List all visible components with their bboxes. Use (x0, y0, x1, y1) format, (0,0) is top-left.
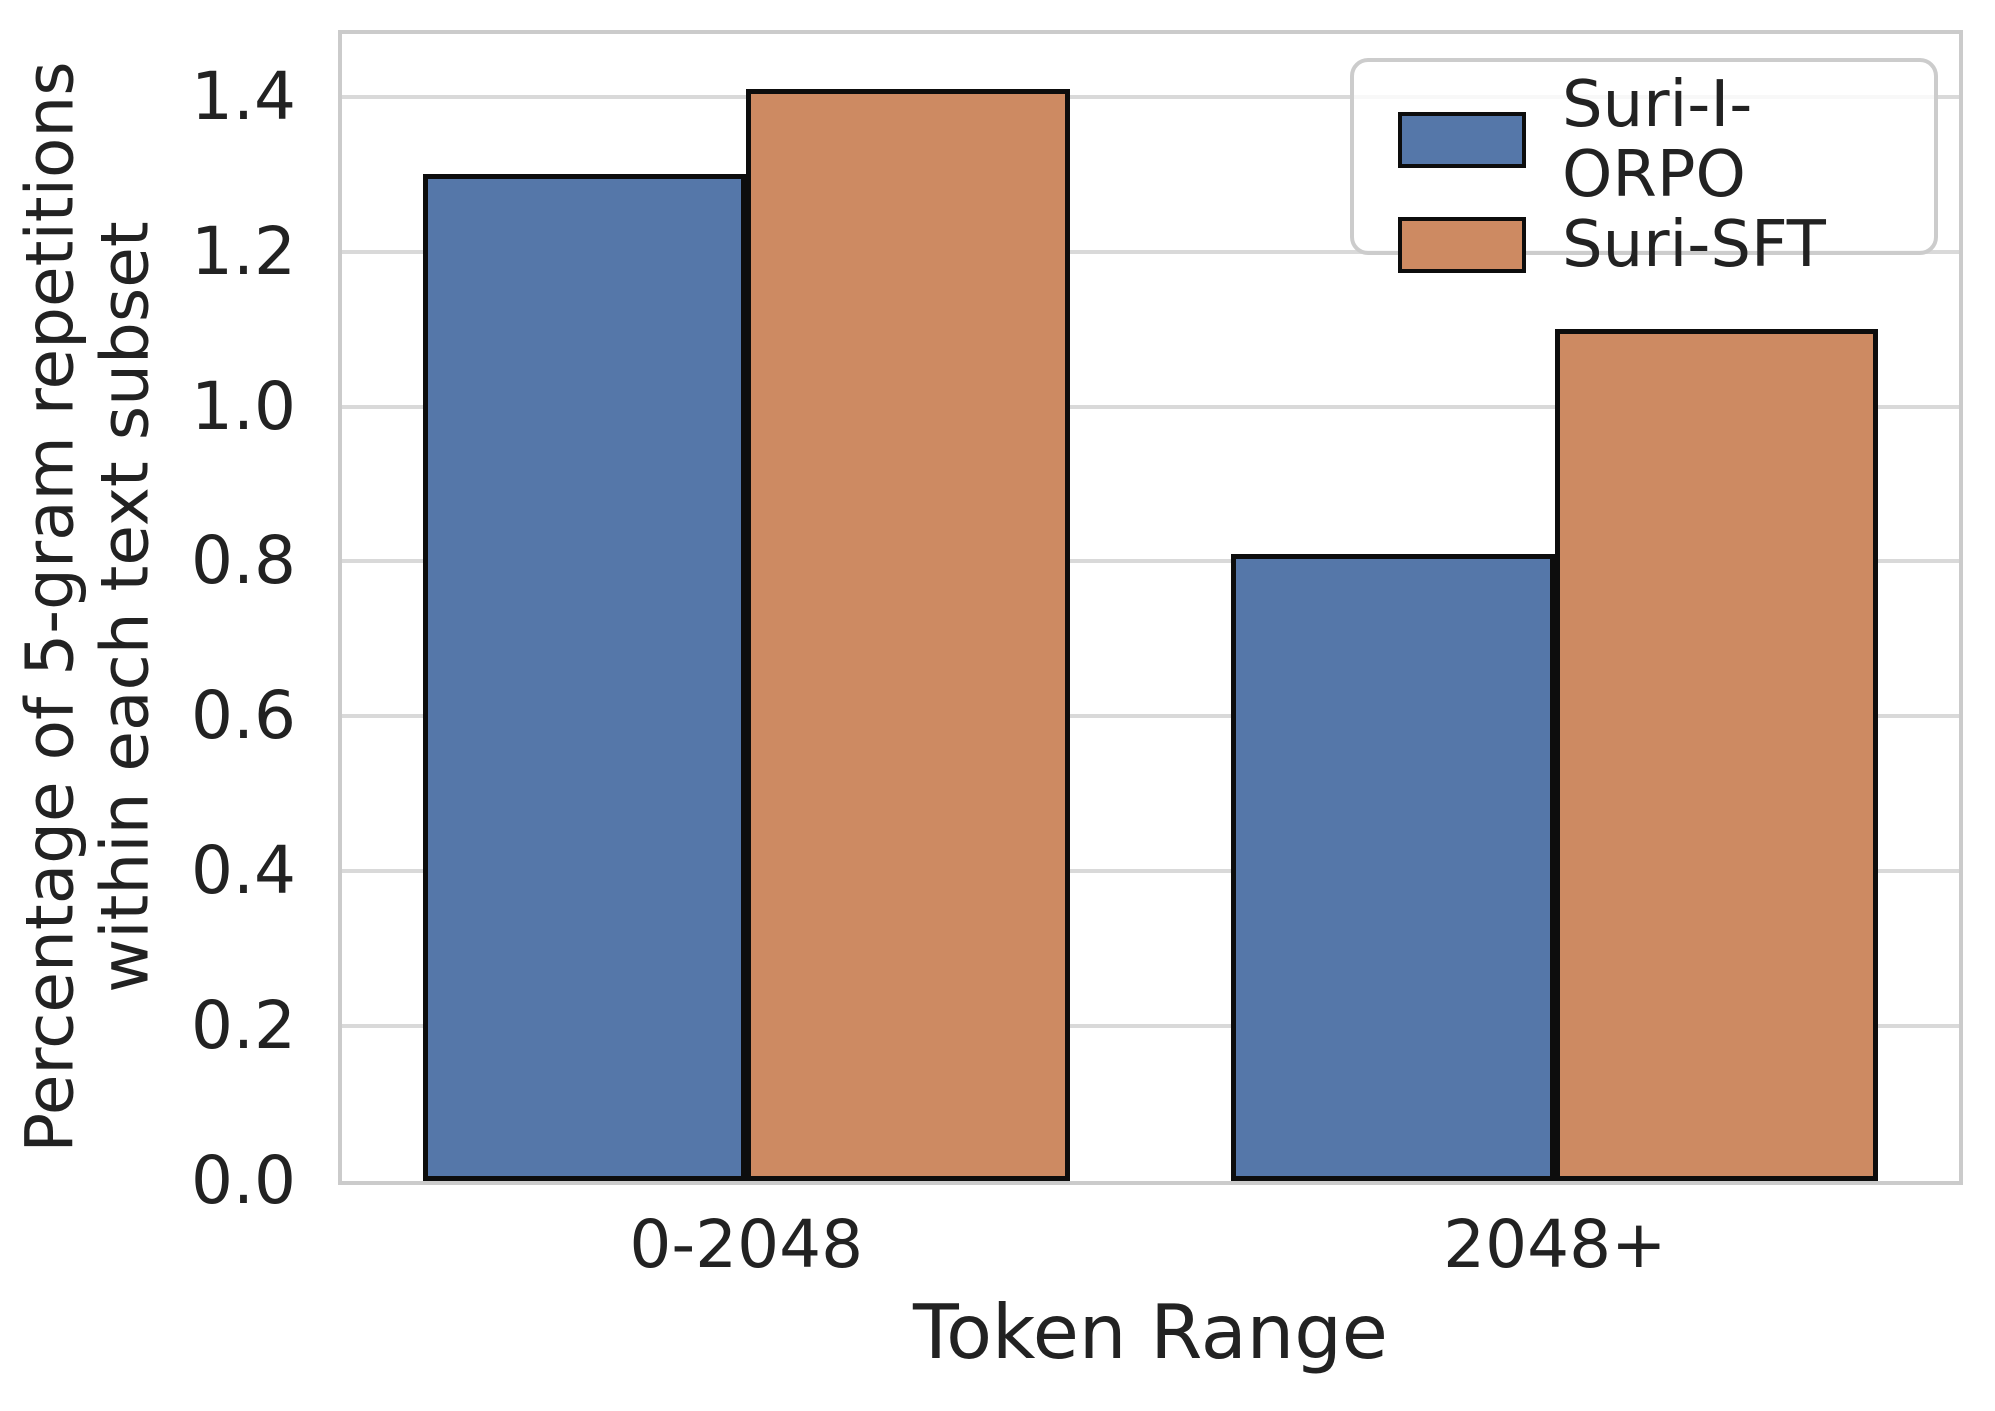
gridline (342, 94, 1959, 99)
gridline (342, 559, 1959, 564)
bar-suri-sft-2048+ (1554, 329, 1879, 1181)
x-tick-label: 0-2048 (629, 1206, 864, 1283)
gridline (342, 1024, 1959, 1029)
legend-label: Suri-SFT (1562, 208, 1826, 282)
legend-item: Suri-I-ORPO (1398, 70, 1924, 210)
gridline (342, 249, 1959, 254)
bar-suri-i-orpo-0-2048 (422, 174, 747, 1181)
legend-item: Suri-SFT (1398, 210, 1924, 280)
y-tick-label: 0.8 (191, 522, 296, 600)
x-tick-label: 2048+ (1443, 1206, 1667, 1283)
bar-suri-i-orpo-2048+ (1231, 553, 1555, 1181)
y-tick-label: 1.0 (191, 367, 296, 445)
legend-swatch (1398, 217, 1526, 273)
y-tick-label: 1.4 (191, 57, 296, 135)
y-tick-label: 0.0 (191, 1142, 296, 1219)
y-tick-label: 0.4 (191, 832, 296, 910)
y-tick-label: 0.6 (191, 677, 296, 755)
legend: Suri-I-ORPO Suri-SFT (1350, 58, 1938, 280)
y-tick-label: 1.2 (191, 212, 296, 290)
gridline (342, 714, 1959, 719)
y-tick-label: 0.2 (191, 987, 296, 1065)
gridline (342, 404, 1959, 409)
x-axis-label: Token Range (913, 1288, 1388, 1376)
legend-swatch (1398, 112, 1526, 168)
bar-suri-sft-0-2048 (746, 89, 1070, 1181)
legend-label: Suri-I-ORPO (1562, 68, 1753, 212)
gridline (342, 869, 1959, 874)
